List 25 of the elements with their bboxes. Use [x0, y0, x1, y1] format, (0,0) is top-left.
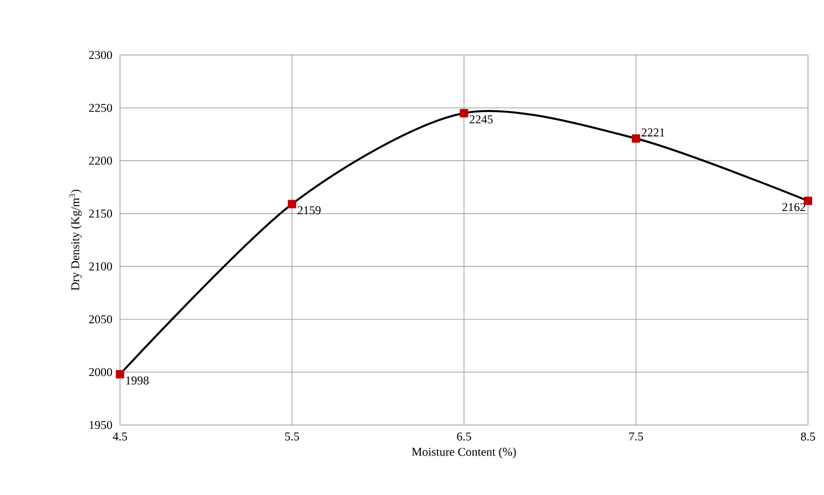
y-tick-label: 1950	[90, 420, 112, 430]
x-tick-label: 5.5	[285, 432, 300, 441]
point	[632, 134, 640, 143]
x-tick-label: 7.5	[629, 432, 644, 441]
y-tick-label: 2100	[89, 262, 112, 270]
data-label: 1998	[126, 376, 149, 385]
data-label: 2159	[298, 206, 321, 214]
x-tick-label: 8.5	[800, 432, 816, 441]
y-tick-label: 2200	[89, 156, 112, 165]
y-tick-label: 2250	[89, 104, 112, 112]
y-tick-label: 2150	[89, 210, 112, 218]
y-axis-title: Dry Density (Kg/m$^{3}$)	[70, 190, 82, 290]
data-label: 2162	[782, 203, 806, 212]
x-axis-title: Moisture Content (%)	[412, 447, 516, 458]
point	[116, 370, 124, 378]
y-tick-label: 2050	[89, 315, 112, 324]
point	[288, 200, 296, 208]
data-label: 2245	[470, 115, 493, 124]
y-tick-label: 2000	[89, 368, 112, 376]
point	[804, 196, 812, 206]
point	[460, 108, 468, 118]
data-label: 2221	[642, 128, 664, 136]
x-tick-label: 6.5	[457, 432, 472, 441]
x-tick-label: 4.5	[112, 432, 128, 441]
y-tick-label: 2300	[89, 50, 112, 60]
